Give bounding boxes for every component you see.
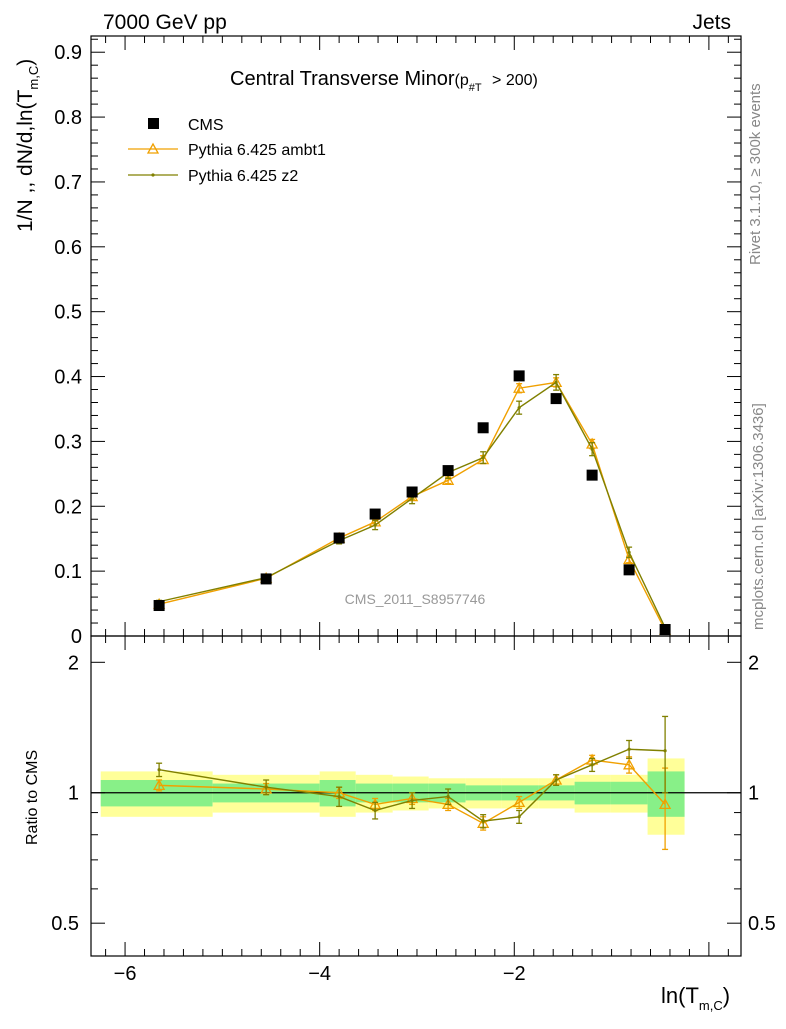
chart-title-cut-sub: #T	[469, 82, 482, 94]
main-y-axis-label: 1/N ,, dN/d,ln(Tm,C)	[14, 59, 41, 232]
ratio-tick-label-right: 2	[748, 652, 759, 674]
y-tick-label: 0.7	[54, 172, 82, 194]
ratio-tick-label-left: 0.5	[51, 913, 79, 935]
y-tick-label: 0.4	[54, 367, 82, 389]
point-z2	[590, 447, 594, 451]
inner-band-bin	[647, 771, 685, 817]
chart-title-text: Central Transverse Minor	[230, 68, 455, 90]
ratio-point-z2	[410, 798, 414, 803]
ratio-y-axis-label: Ratio to CMS	[24, 750, 41, 845]
ratio-tick-label-left: 1	[68, 783, 79, 805]
ratio-tick-label-right: 0.5	[748, 913, 776, 935]
point-cms	[477, 422, 489, 434]
point-cms	[586, 469, 598, 481]
x-axis-label: ln(Tm,C)	[661, 983, 730, 1013]
point-z2	[627, 550, 631, 554]
chart-title-cut: (p	[455, 72, 469, 89]
ratio-point-z2	[446, 794, 450, 799]
point-cms	[260, 573, 272, 585]
y-tick-label: 0.3	[54, 431, 82, 453]
ratio-point-z2	[554, 778, 558, 782]
axes: −6 −4 −2 0.1 0.2 0.3 0.4 0.5 0.6 0.7 0.8 0.9 0 0.5 0.5…	[51, 35, 776, 985]
y-tick-label: 0.2	[54, 496, 82, 518]
point-z2	[481, 456, 485, 460]
x-tick-label: −2	[503, 963, 526, 985]
series-line-ambt1	[158, 381, 666, 631]
y-tick-label: 0.5	[54, 302, 82, 324]
ratio-tick-label-left: 2	[68, 652, 79, 674]
ratio-uncertainty-bands	[100, 758, 685, 835]
main-y-label-tail: )	[14, 59, 37, 66]
ratio-line-z2	[159, 748, 666, 822]
point-cms	[153, 600, 165, 612]
main-y-label-sub: m,C	[26, 66, 41, 90]
point-cms	[369, 508, 381, 520]
x-tick-label: −4	[308, 963, 331, 985]
y-tick-label: 0.1	[54, 561, 82, 583]
x-label-text: ln(T	[661, 983, 699, 1008]
point-z2	[554, 380, 558, 384]
point-cms	[333, 532, 345, 544]
point-ambt1	[513, 381, 526, 393]
main-y-label-text: 1/N ,, dN/d,ln(T	[14, 89, 37, 232]
ratio-point-ambt1	[622, 758, 636, 770]
series-line-z2	[158, 381, 666, 628]
rivet-label: Rivet 3.1.10, ≥ 300k events	[747, 83, 764, 265]
legend-label-cms: CMS	[188, 117, 224, 134]
ratio-point-z2	[157, 768, 161, 772]
y-tick-label: 0.6	[54, 237, 82, 259]
ratio-point-ambt1	[513, 796, 526, 808]
ratio-plot-frame	[90, 635, 742, 957]
point-cms	[550, 393, 562, 405]
ratio-point-z2	[337, 794, 341, 799]
legend-marker-ambt1	[146, 142, 160, 154]
ratio-point-z2	[264, 785, 268, 789]
legend-label-z2: Pythia 6.425 z2	[188, 168, 298, 185]
ratio-point-z2	[627, 747, 631, 751]
legend-label-ambt1: Pythia 6.425 ambt1	[188, 142, 326, 159]
point-cms	[623, 564, 635, 576]
ratio-point-z2	[517, 815, 521, 819]
ratio-line-ambt1	[159, 759, 666, 825]
chart-title: Central Transverse Minor(p#T > 200)	[230, 68, 538, 94]
point-ambt1	[442, 473, 455, 485]
point-z2	[410, 496, 414, 501]
point-z2	[517, 406, 521, 410]
ratio-tick-label-right: 1	[748, 783, 759, 805]
analysis-watermark: CMS_2011_S8957746	[345, 591, 486, 607]
x-label-tail: )	[723, 983, 730, 1008]
ratio-point-z2	[373, 808, 377, 813]
ratio-point-z2	[663, 749, 667, 753]
x-tick-label: −6	[114, 963, 137, 985]
legend-marker-z2	[151, 173, 155, 177]
point-cms	[442, 465, 454, 477]
mcplots-label: mcplots.cern.ch [arXiv:1306.3436]	[750, 403, 767, 630]
ratio-point-z2	[481, 819, 485, 823]
point-cms	[659, 624, 671, 636]
point-z2	[373, 523, 377, 527]
legend: CMS Pythia 6.425 ambt1 Pythia 6.425 z2	[128, 117, 326, 185]
header-right: Jets	[692, 11, 731, 34]
ratio-point-z2	[590, 763, 594, 767]
y-tick-label: 0.9	[54, 42, 82, 64]
header-left: 7000 GeV pp	[103, 11, 227, 34]
y-tick-label: 0.8	[54, 107, 82, 129]
legend-marker-cms	[148, 118, 159, 129]
ratio-point-ambt1	[153, 779, 166, 791]
point-cms	[406, 486, 418, 498]
y-tick-label-zero: 0	[71, 626, 82, 648]
ratio-point-ambt1	[658, 798, 672, 810]
chart-title-cut-tail: > 200)	[488, 72, 538, 89]
x-label-sub: m,C	[699, 998, 723, 1013]
data-marks	[153, 370, 672, 851]
point-cms	[513, 370, 525, 382]
